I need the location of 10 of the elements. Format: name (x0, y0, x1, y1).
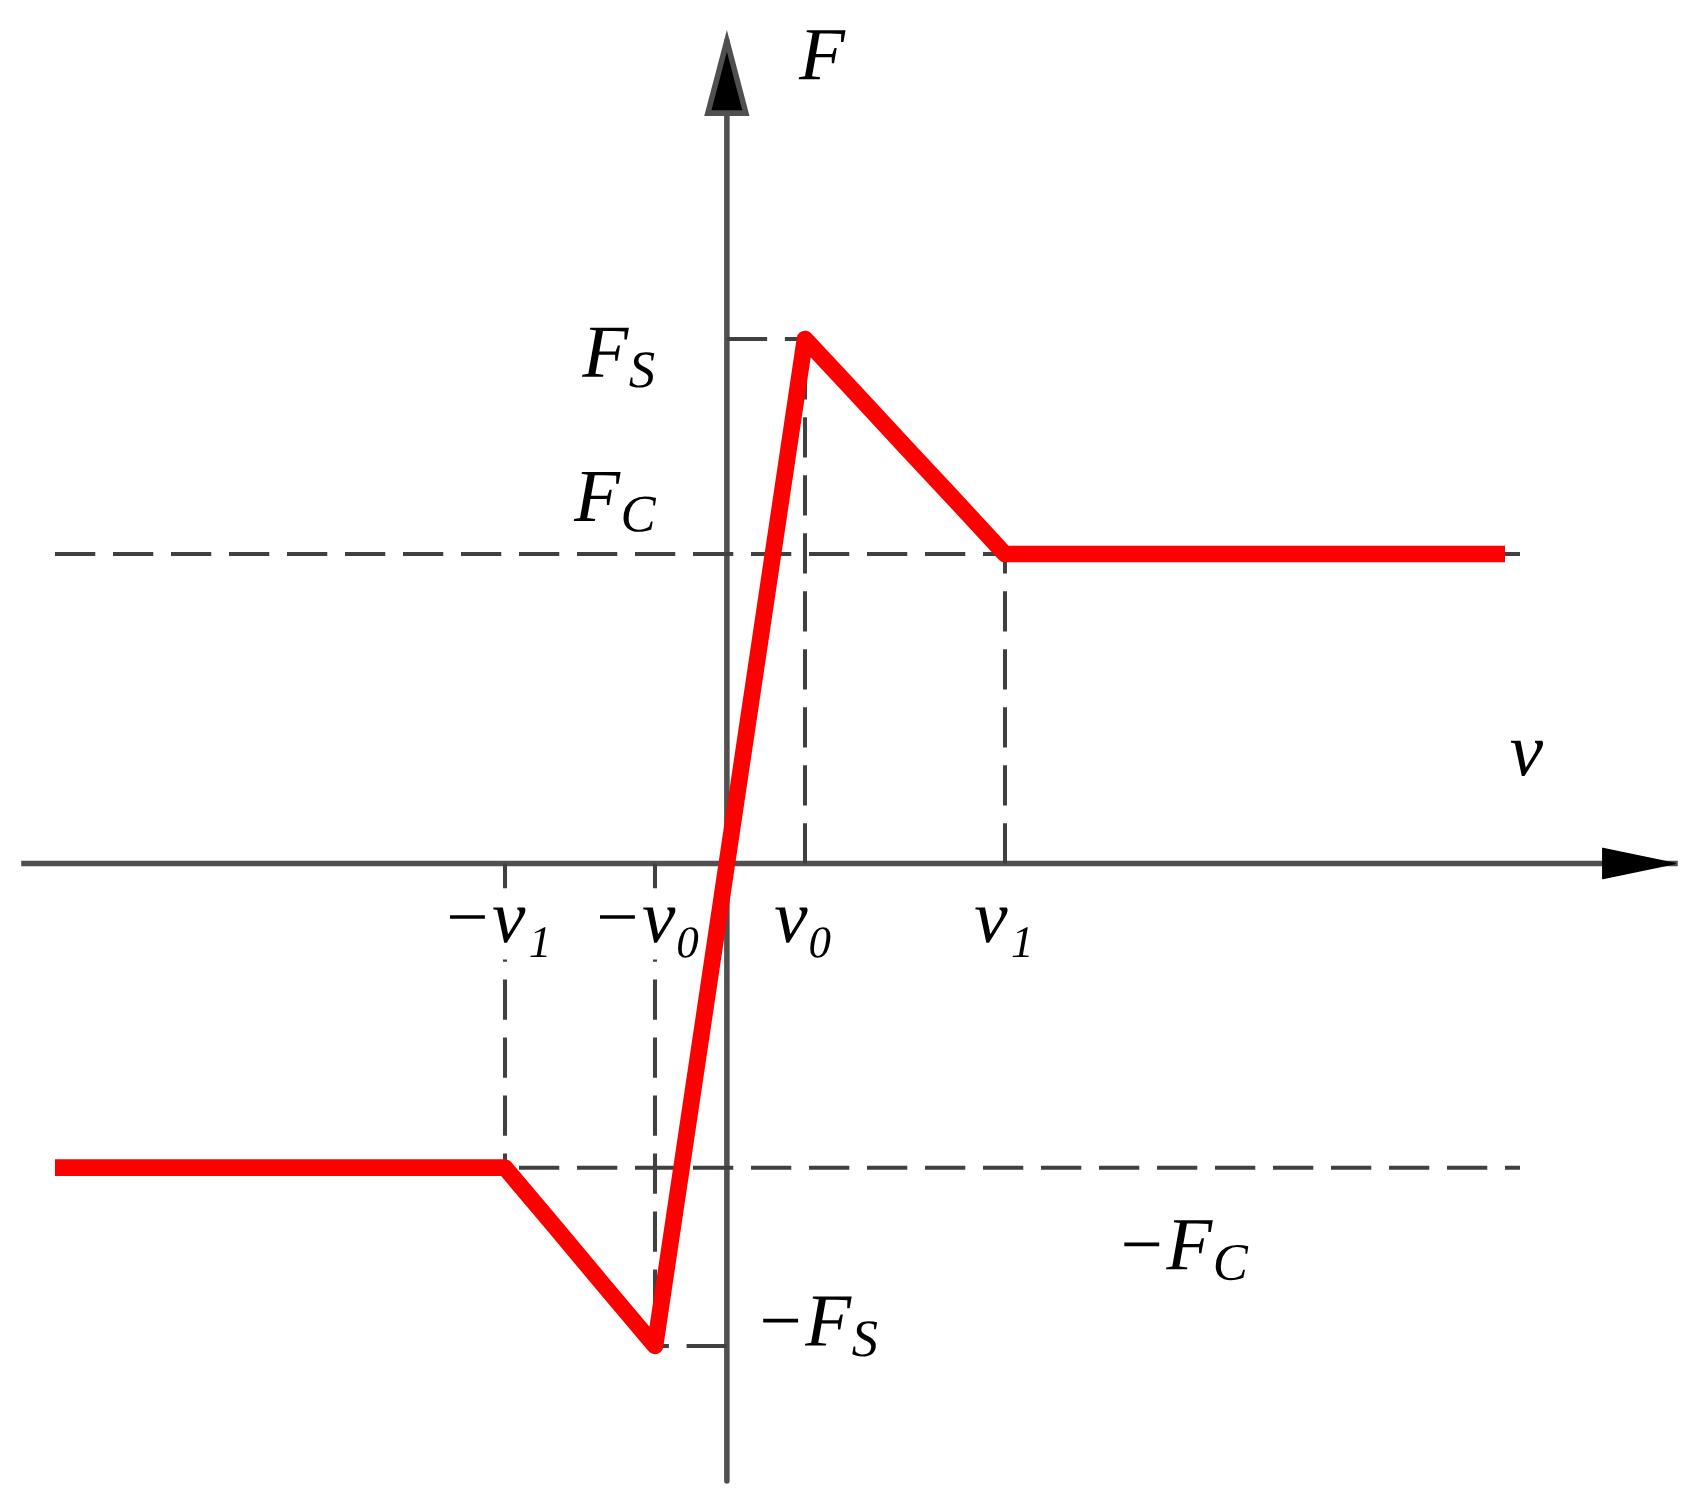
x-axis-title: v (1510, 740, 1544, 777)
x-tick-label: v₁ (975, 907, 1029, 958)
x-tick-label: v₀ (775, 907, 831, 958)
y-axis-title: F (798, 30, 846, 80)
ref-line-label: F$_{C}$ (573, 471, 657, 532)
x-tick-label: −v₁ (450, 907, 547, 958)
x-tick-label: −v₀ (600, 907, 699, 958)
ref-line-label: −F$_{C}$ (1124, 1220, 1249, 1281)
ref-line-label: −F$_{S}$ (763, 1296, 878, 1357)
ref-line-label: F$_{S}$ (582, 327, 655, 388)
